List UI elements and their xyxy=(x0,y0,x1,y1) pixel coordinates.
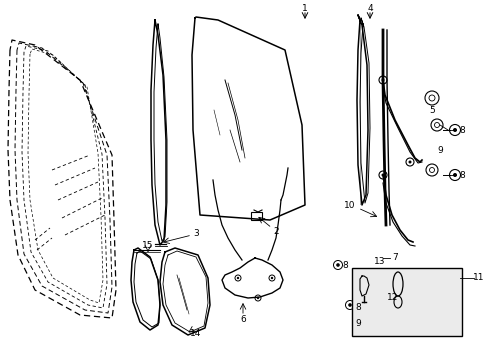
Text: 3: 3 xyxy=(193,229,199,238)
Text: 2: 2 xyxy=(273,228,278,237)
Text: 7: 7 xyxy=(391,253,397,262)
Text: 9: 9 xyxy=(354,319,360,328)
FancyBboxPatch shape xyxy=(351,268,461,336)
Text: 9: 9 xyxy=(436,145,442,154)
Text: 14: 14 xyxy=(190,328,201,338)
Text: 8: 8 xyxy=(458,126,464,135)
Bar xyxy=(250,212,262,220)
Circle shape xyxy=(452,128,456,132)
Circle shape xyxy=(336,263,339,267)
Text: 5: 5 xyxy=(428,105,434,114)
Text: 13: 13 xyxy=(373,257,385,266)
Circle shape xyxy=(236,277,239,279)
Text: 10: 10 xyxy=(344,201,355,210)
Text: 8: 8 xyxy=(354,303,360,312)
Circle shape xyxy=(270,277,273,279)
Text: 11: 11 xyxy=(472,274,484,283)
Circle shape xyxy=(452,173,456,177)
Text: 12: 12 xyxy=(386,293,398,302)
Text: 15: 15 xyxy=(142,240,153,249)
Text: 4: 4 xyxy=(366,4,372,13)
Circle shape xyxy=(407,161,411,163)
Text: 6: 6 xyxy=(240,315,245,324)
Circle shape xyxy=(381,78,384,81)
Text: 8: 8 xyxy=(342,261,347,270)
Circle shape xyxy=(381,174,384,176)
Circle shape xyxy=(256,297,259,299)
Text: 1: 1 xyxy=(302,4,307,13)
Circle shape xyxy=(347,303,351,307)
Text: 8: 8 xyxy=(458,171,464,180)
